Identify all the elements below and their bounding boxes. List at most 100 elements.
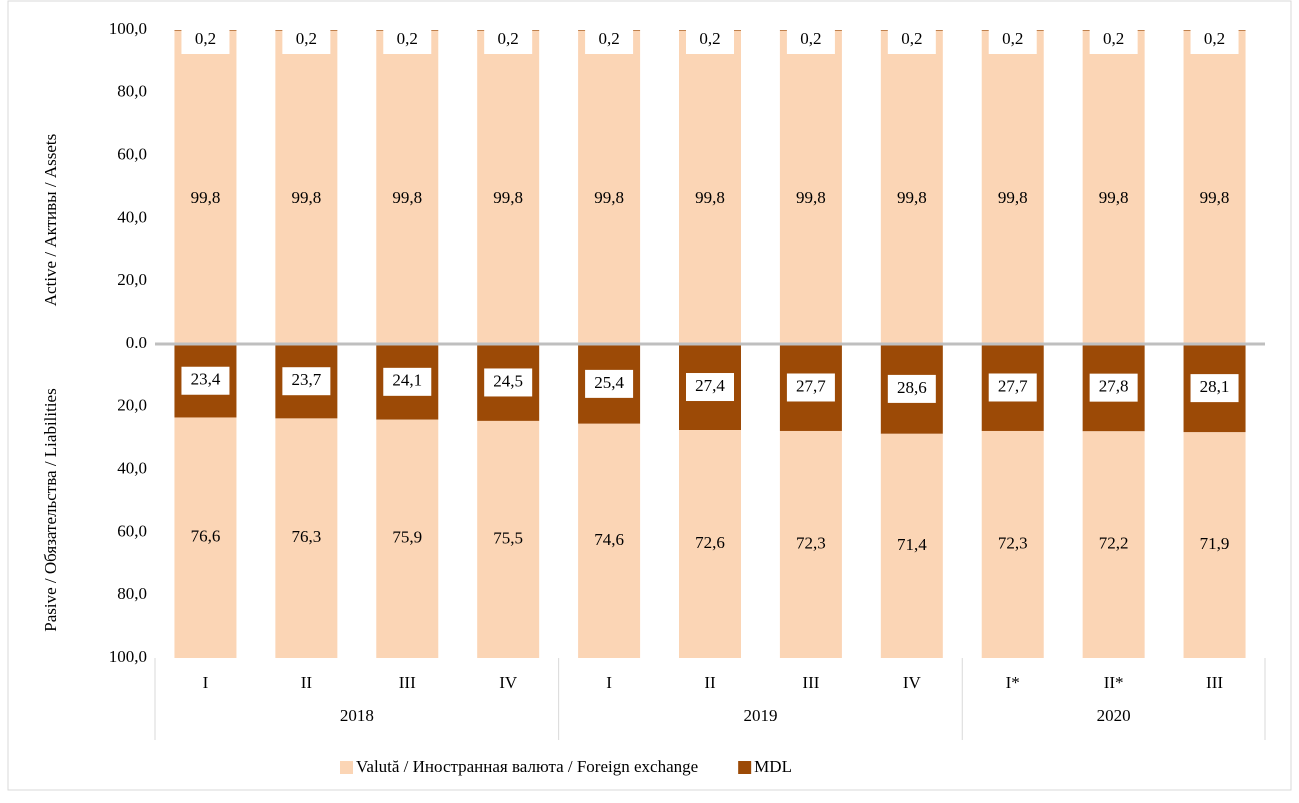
value-label-box [686, 26, 734, 54]
value-label: 25,4 [594, 373, 624, 392]
value-label: 27,7 [998, 376, 1028, 395]
value-label: 0,2 [296, 29, 317, 48]
x-group-label: 2020 [1097, 706, 1131, 725]
y-tick-label: 80,0 [117, 584, 147, 603]
value-label-box [585, 26, 634, 54]
value-label: 0,2 [1103, 29, 1124, 48]
bar-segment [779, 430, 842, 658]
value-label-box [383, 367, 432, 396]
x-tick-label: II [704, 673, 716, 692]
value-label: 72,2 [1099, 534, 1129, 553]
bar-segment [376, 419, 439, 658]
y-axis-label-bottom: Pasive / Обязательства / Liabilities [41, 388, 60, 631]
bar-segment [981, 30, 1044, 345]
y-axis-label-top: Active / Активы / Assets [41, 134, 60, 306]
x-group-label: 2019 [743, 706, 777, 725]
legend-swatch [738, 761, 752, 774]
value-label: 99,8 [1200, 188, 1230, 207]
value-label: 0,2 [195, 29, 216, 48]
bar-segment [275, 418, 338, 658]
value-label-box [887, 374, 936, 403]
x-tick-label: IV [903, 673, 922, 692]
y-tick-label: 80,0 [117, 82, 147, 101]
value-label: 24,1 [392, 371, 422, 390]
value-label: 23,7 [291, 370, 321, 389]
value-label: 76,3 [291, 527, 321, 546]
value-label: 27,8 [1099, 377, 1129, 396]
value-label: 0,2 [699, 29, 720, 48]
value-label: 23,4 [191, 370, 221, 389]
x-tick-label: I* [1006, 673, 1020, 692]
y-tick-label: 40,0 [117, 207, 147, 226]
bar-segment [679, 30, 741, 345]
value-label: 99,8 [897, 188, 927, 207]
value-label: 0,2 [598, 29, 619, 48]
bar-segment [174, 30, 237, 345]
value-label: 99,8 [291, 188, 321, 207]
bar-segment [1082, 431, 1145, 658]
bar-segment [1183, 432, 1246, 658]
value-label-box [686, 373, 734, 402]
value-label: 0,2 [800, 29, 821, 48]
y-tick-label: 60,0 [117, 521, 147, 540]
value-label-box [988, 373, 1037, 402]
value-label: 99,8 [493, 188, 523, 207]
value-label: 71,9 [1200, 534, 1230, 553]
value-label: 99,8 [998, 188, 1028, 207]
legend-label: Valută / Иностранная валюта / Foreign ex… [356, 757, 698, 776]
bar-segment [275, 30, 338, 345]
y-tick-label: 20,0 [117, 396, 147, 415]
value-label-box [786, 26, 835, 54]
bar-segment [1183, 30, 1246, 345]
value-label: 27,4 [695, 376, 725, 395]
value-label-box [1089, 26, 1138, 54]
value-label-box [1190, 26, 1239, 54]
y-tick-label: 40,0 [117, 459, 147, 478]
value-label-box [1089, 373, 1138, 402]
y-tick-label: 0.0 [126, 333, 147, 352]
value-label: 0,2 [901, 29, 922, 48]
bar-segment [1082, 30, 1145, 345]
value-label: 76,6 [191, 527, 221, 546]
value-label: 28,6 [897, 378, 927, 397]
x-tick-label: III [1206, 673, 1223, 692]
value-label: 99,8 [594, 188, 624, 207]
value-label: 99,8 [392, 188, 422, 207]
bar-segment [578, 30, 641, 345]
x-group-label: 2018 [340, 706, 374, 725]
value-label-box [181, 366, 230, 395]
value-label: 71,4 [897, 535, 927, 554]
value-label: 99,8 [695, 188, 725, 207]
value-label-box [1190, 374, 1239, 403]
value-label: 72,3 [998, 533, 1028, 552]
bar-segment [981, 430, 1044, 658]
x-tick-label: I [203, 673, 209, 692]
bar-segment [174, 417, 237, 658]
value-label: 0,2 [1204, 29, 1225, 48]
value-label: 24,5 [493, 371, 523, 390]
bar-segment [477, 420, 540, 658]
value-label: 27,7 [796, 376, 826, 395]
value-label-box [282, 367, 331, 396]
chart-frame [7, 0, 1292, 791]
legend-label: MDL [754, 757, 792, 776]
value-label-box [484, 368, 533, 397]
value-label: 74,6 [594, 530, 624, 549]
value-label: 0,2 [498, 29, 519, 48]
x-tick-label: III [802, 673, 819, 692]
x-tick-label: II [301, 673, 313, 692]
x-tick-label: IV [499, 673, 518, 692]
value-label: 75,5 [493, 528, 523, 547]
bar-segment [679, 430, 741, 658]
bar-segment [477, 30, 540, 345]
value-label-box [786, 373, 835, 402]
value-label: 99,8 [1099, 188, 1129, 207]
x-tick-label: III [399, 673, 416, 692]
x-tick-label: II* [1104, 673, 1124, 692]
y-tick-label: 100,0 [109, 647, 147, 666]
bar-segment [880, 433, 943, 658]
value-label: 99,8 [191, 188, 221, 207]
value-label: 28,1 [1200, 377, 1230, 396]
value-label-box [887, 26, 936, 54]
